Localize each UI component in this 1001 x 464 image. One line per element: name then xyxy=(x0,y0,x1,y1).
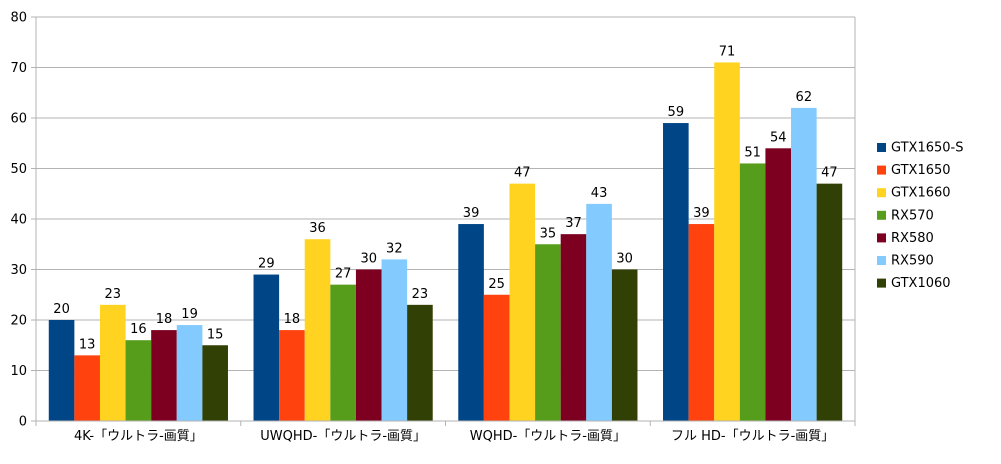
bar-gtx1660 xyxy=(99,304,126,421)
y-tick-label: 70 xyxy=(10,61,27,76)
y-tick-label: 40 xyxy=(10,213,27,228)
legend-swatch xyxy=(877,278,886,288)
legend-swatch xyxy=(877,233,886,243)
legend-swatch xyxy=(877,188,886,198)
bar-rx590 xyxy=(381,259,408,421)
bar-rx590 xyxy=(176,325,203,421)
bars xyxy=(48,62,843,422)
data-label: 62 xyxy=(796,90,813,105)
x-category-label: フル HD-「ウルトラ-画質」 xyxy=(671,429,834,444)
bar-rx570 xyxy=(739,163,766,421)
data-label: 19 xyxy=(181,307,198,322)
legend-label: GTX1660 xyxy=(891,186,951,201)
legend-label: GTX1060 xyxy=(891,276,951,291)
data-label: 47 xyxy=(514,166,531,181)
bar-gtx1660 xyxy=(714,62,740,421)
data-label: 27 xyxy=(335,267,352,282)
data-label: 29 xyxy=(258,257,275,272)
legend: GTX1650-S GTX1650 GTX1660 RX570 RX580 RX590 GT… xyxy=(877,141,963,291)
data-label: 18 xyxy=(156,312,173,327)
x-category-label: 4K-「ウルトラ-画質」 xyxy=(74,429,203,444)
data-label: 54 xyxy=(770,130,787,145)
y-tick-label: 10 xyxy=(10,364,27,379)
data-label: 43 xyxy=(591,186,608,201)
y-tick-label: 20 xyxy=(10,314,27,329)
x-category-label: WQHD-「ウルトラ-画質」 xyxy=(470,429,626,444)
x-axis: 4K-「ウルトラ-画質」 UWQHD-「ウルトラ-画質」 WQHD-「ウルトラ-画質… xyxy=(35,420,856,444)
bar-gtx1650 xyxy=(279,330,305,421)
bar-rx580 xyxy=(560,234,587,421)
bar-gtx1650-s xyxy=(253,274,280,421)
legend-label: RX590 xyxy=(891,254,934,269)
data-label: 39 xyxy=(463,206,480,221)
bar-gtx1660 xyxy=(509,183,536,421)
legend-label: GTX1650 xyxy=(891,163,951,178)
data-label: 25 xyxy=(488,277,505,292)
data-label: 47 xyxy=(821,166,838,181)
bar-gtx1650-s xyxy=(458,224,484,421)
bar-gtx1650 xyxy=(483,294,510,421)
data-label: 59 xyxy=(668,105,685,120)
data-label: 23 xyxy=(412,287,429,302)
data-label: 39 xyxy=(693,206,710,221)
data-label: 23 xyxy=(105,287,122,302)
y-tick-label: 0 xyxy=(19,415,27,430)
bar-gtx1060 xyxy=(407,304,433,421)
bar-rx570 xyxy=(535,244,561,421)
data-label: 37 xyxy=(565,216,582,231)
data-label: 35 xyxy=(540,226,557,241)
legend-label: RX580 xyxy=(891,231,934,246)
data-label: 18 xyxy=(284,312,301,327)
bar-rx580 xyxy=(355,269,382,421)
bar-rx570 xyxy=(330,284,356,421)
data-label: 13 xyxy=(79,337,96,352)
data-label: 16 xyxy=(130,322,147,337)
x-category-label: UWQHD-「ウルトラ-画質」 xyxy=(260,429,426,444)
y-tick-label: 30 xyxy=(10,263,27,278)
bar-rx580 xyxy=(151,330,177,421)
data-label: 36 xyxy=(309,221,326,236)
bar-rx590 xyxy=(791,107,817,422)
legend-swatch xyxy=(877,256,886,265)
y-tick-label: 60 xyxy=(10,112,27,127)
bar-gtx1660 xyxy=(304,239,331,421)
y-tick-label: 80 xyxy=(10,11,27,26)
legend-swatch xyxy=(877,165,886,175)
data-label: 71 xyxy=(719,44,736,59)
bar-gtx1650 xyxy=(74,355,100,421)
data-label: 15 xyxy=(207,327,224,342)
y-tick-label: 50 xyxy=(10,162,27,177)
legend-label: GTX1650-S xyxy=(891,141,963,156)
bar-gtx1060 xyxy=(202,345,228,421)
data-label: 30 xyxy=(616,252,633,267)
bar-gtx1650-s xyxy=(48,320,75,421)
data-label: 32 xyxy=(386,241,403,256)
bar-gtx1650 xyxy=(688,224,715,421)
bar-gtx1060 xyxy=(816,183,843,421)
bar-rx580 xyxy=(765,148,792,422)
data-label: 30 xyxy=(360,252,377,267)
data-label: 20 xyxy=(53,302,70,317)
data-labels: 20 13 23 16 18 19 15 29 18 36 27 30 32 23 39 25 47 35 37 43… xyxy=(53,44,837,352)
data-label: 51 xyxy=(744,145,761,160)
legend-swatch xyxy=(877,143,886,152)
bar-gtx1060 xyxy=(611,269,638,421)
bar-gtx1650-s xyxy=(663,123,689,422)
legend-label: RX570 xyxy=(891,208,934,223)
y-axis: 0 10 20 30 40 50 60 70 80 xyxy=(10,11,856,430)
bar-rx570 xyxy=(125,340,152,421)
bar-rx590 xyxy=(586,203,612,421)
legend-swatch xyxy=(877,210,886,220)
